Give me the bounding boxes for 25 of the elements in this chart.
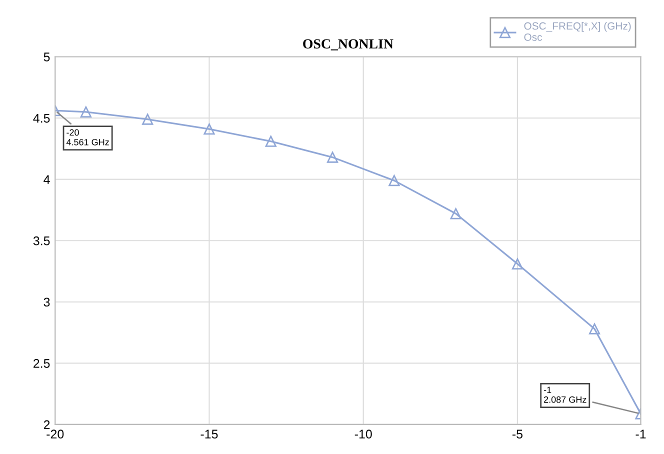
- x-tick-label: -10: [354, 430, 372, 439]
- y-tick-label: 3: [44, 298, 50, 307]
- point: [80, 106, 92, 118]
- y-tick-label: 2.5: [34, 359, 50, 368]
- y-tick-label: 4.5: [33, 114, 50, 123]
- x-tick-label: -20: [46, 430, 64, 439]
- y-tick-label: 2: [44, 420, 50, 430]
- chart-title: OSC_NONLIN: [303, 39, 394, 50]
- point: [265, 136, 276, 147]
- annotation: -20 4.561 GHz: [66, 129, 109, 146]
- legend-label: OSC_FREQ[*,X] (GHz) Osc: [524, 22, 631, 41]
- point: [142, 114, 154, 125]
- point: [512, 258, 524, 270]
- point: [326, 152, 338, 163]
- point: [388, 175, 400, 186]
- annotation: -1 2.087 GHz: [544, 386, 586, 403]
- point: [588, 323, 600, 334]
- point: [204, 124, 215, 135]
- x-tick-label: -5: [512, 430, 522, 439]
- x-tick-label: -15: [200, 430, 218, 439]
- y-tick-label: 4: [44, 175, 50, 184]
- y-tick-label: 5: [44, 52, 50, 62]
- x-tick-label: -1: [636, 430, 646, 438]
- point: [450, 208, 462, 220]
- y-tick-label: 3.5: [33, 236, 50, 246]
